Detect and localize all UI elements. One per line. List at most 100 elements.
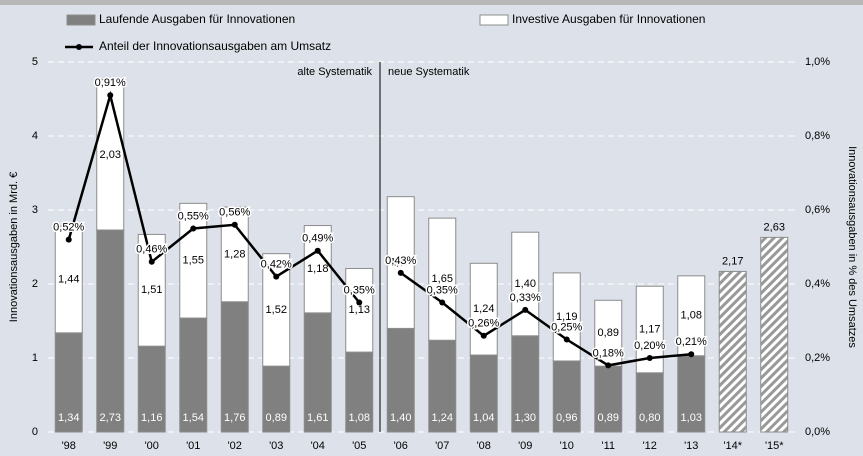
y-tick-label: 1 (32, 352, 38, 364)
line-value-label: 0,26% (468, 318, 499, 330)
line-value-label: 0,18% (593, 347, 624, 359)
bar-value-label: 1,04 (473, 412, 494, 424)
bar-value-label: 0,89 (598, 327, 619, 339)
line-marker (480, 332, 487, 339)
x-tick-label: '08 (477, 440, 491, 452)
bar-value-label: 1,03 (681, 412, 702, 424)
bar-value-label: 1,24 (432, 412, 453, 424)
line-value-label: 0,42% (261, 259, 292, 271)
bar-value-label: 1,44 (58, 273, 79, 285)
x-tick-label: '06 (394, 440, 408, 452)
bar-value-label: 1,65 (432, 273, 453, 285)
bar-value-label: 1,52 (266, 304, 287, 316)
bar (677, 355, 706, 433)
line-value-label: 0,35% (427, 284, 458, 296)
line-marker (605, 362, 612, 369)
legend-swatch (66, 14, 96, 26)
x-tick-label: '07 (435, 440, 449, 452)
line-marker (190, 225, 197, 232)
bar-value-label: 1,28 (224, 248, 245, 260)
legend-label: Anteil der Innovationsausgaben am Umsatz (99, 39, 331, 53)
y-tick-label: 5 (32, 56, 38, 68)
x-tick-label: '01 (186, 440, 200, 452)
bar (137, 345, 166, 433)
y-axis-label: Innovationsausgaben in Mrd. € (8, 172, 20, 322)
line-value-label: 0,56% (219, 207, 250, 219)
bar-value-label: 1,51 (141, 284, 162, 296)
x-tick-label: '04 (311, 440, 325, 452)
x-tick-label: '02 (228, 440, 242, 452)
divider-label: alte Systematik (297, 66, 372, 78)
x-tick-label: '05 (352, 440, 366, 452)
bar-value-label: 1,24 (473, 303, 494, 315)
x-tick-label: '12 (643, 440, 657, 452)
line-value-label: 0,35% (344, 284, 375, 296)
bar (760, 236, 789, 433)
y-tick-label: 0 (32, 426, 38, 438)
bar (386, 327, 415, 433)
line-marker (397, 269, 404, 276)
bar-value-label: 2,17 (722, 255, 743, 267)
bar (179, 202, 208, 319)
line-marker (107, 92, 114, 99)
bar-value-label: 0,96 (556, 412, 577, 424)
bar (220, 301, 249, 433)
bar (594, 299, 623, 367)
line-value-label: 0,46% (136, 244, 167, 256)
legend-label: Laufende Ausgaben für Innovationen (99, 12, 295, 26)
y2-tick-label: 1,0% (805, 56, 830, 68)
line-marker (314, 247, 321, 254)
bar (262, 365, 291, 433)
y2-axis-label: Innovationsausgaben in % des Umsatzes (846, 146, 858, 348)
y2-tick-label: 0,2% (805, 352, 830, 364)
y-tick-label: 3 (32, 204, 38, 216)
y-tick-label: 2 (32, 278, 38, 290)
bar-value-label: 1,34 (58, 412, 79, 424)
bar-value-label: 1,78 (390, 256, 411, 268)
bar (54, 225, 83, 334)
legend-marker (76, 44, 82, 50)
y2-tick-label: 0,8% (805, 130, 830, 142)
x-tick-label: '10 (560, 440, 574, 452)
line-marker (439, 299, 446, 306)
bar-value-label: 1,61 (307, 412, 328, 424)
x-tick-label: '15* (765, 440, 784, 452)
bar-value-label: 0,80 (639, 412, 660, 424)
bar-value-label: 0,89 (266, 412, 287, 424)
line-value-label: 0,49% (302, 233, 333, 245)
bar-value-label: 1,40 (515, 278, 536, 290)
bar-value-label: 1,40 (390, 412, 411, 424)
bar-value-label: 1,13 (349, 304, 370, 316)
y2-tick-label: 0,6% (805, 204, 830, 216)
line-marker (65, 236, 72, 243)
y2-tick-label: 0,4% (805, 278, 830, 290)
line-marker (646, 355, 653, 361)
bar-value-label: 1,18 (307, 263, 328, 275)
bar (96, 79, 125, 231)
bar-value-label: 1,55 (183, 255, 204, 267)
bar-value-label: 1,76 (224, 412, 245, 424)
bar (677, 275, 706, 357)
line-marker (522, 306, 529, 313)
line-marker (563, 336, 570, 343)
legend-label: Investive Ausgaben für Innovationen (512, 12, 705, 26)
bar-value-label: 0,89 (598, 412, 619, 424)
line-value-label: 0,52% (53, 222, 84, 234)
line (67, 90, 361, 304)
line-marker (688, 351, 695, 358)
line-marker (148, 258, 155, 265)
bar (345, 267, 374, 353)
bar (635, 372, 664, 433)
x-tick-label: '00 (145, 440, 159, 452)
bar (386, 196, 415, 329)
bar (428, 217, 457, 341)
line-marker (231, 221, 238, 228)
bar-value-label: 1,16 (141, 412, 162, 424)
line (400, 271, 692, 367)
line-value-label: 0,55% (178, 210, 209, 222)
bar-value-label: 1,17 (639, 323, 660, 335)
bar-value-label: 1,19 (556, 311, 577, 323)
divider-label: neue Systematik (388, 66, 470, 78)
bar-value-label: 2,63 (764, 221, 785, 233)
